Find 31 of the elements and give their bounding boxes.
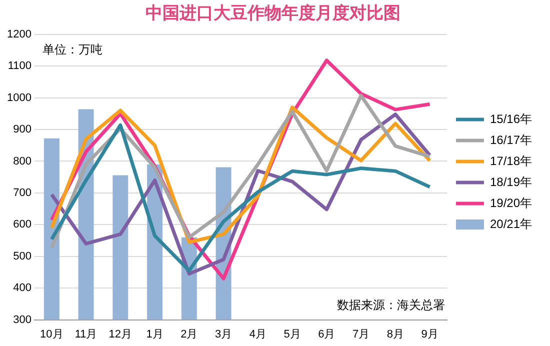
x-tick-label: 2月: [180, 328, 198, 340]
x-tick-label: 1月: [146, 328, 164, 340]
legend-label: 20/21年: [490, 216, 532, 231]
chart-title: 中国进口大豆作物年度月度对比图: [146, 4, 400, 24]
annotation: 数据来源：海关总署: [336, 298, 445, 312]
legend-label: 15/16年: [490, 112, 532, 126]
y-tick-label: 1000: [6, 92, 32, 104]
legend-label: 16/17年: [490, 132, 532, 147]
legend-label: 17/18年: [490, 154, 532, 168]
y-tick-label: 700: [13, 186, 32, 199]
y-tick-label: 800: [13, 155, 32, 168]
x-tick-label: 4月: [249, 328, 266, 340]
y-tick-label: 300: [13, 314, 32, 326]
x-tick-label: 6月: [318, 328, 336, 340]
legend-label: 18/19年: [490, 174, 532, 189]
x-tick-label: 11月: [74, 328, 98, 340]
annotation: 单位：万吨: [42, 42, 102, 57]
x-tick-label: 5月: [284, 328, 301, 340]
y-tick-label: 1100: [8, 60, 32, 72]
x-tick-label: 12月: [108, 328, 132, 340]
legend-label: 19/20年: [490, 196, 532, 210]
y-tick-label: 1200: [6, 28, 32, 40]
x-tick-label: 7月: [352, 328, 370, 340]
y-tick-label: 500: [13, 250, 32, 262]
y-tick-label: 900: [13, 124, 32, 136]
x-tick-label: 3月: [214, 328, 232, 340]
x-tick-label: 8月: [386, 328, 404, 340]
y-tick-label: 600: [13, 218, 32, 231]
y-tick-label: 400: [13, 282, 32, 294]
x-tick-label: 9月: [421, 328, 438, 340]
x-tick-label: 10月: [40, 328, 64, 340]
